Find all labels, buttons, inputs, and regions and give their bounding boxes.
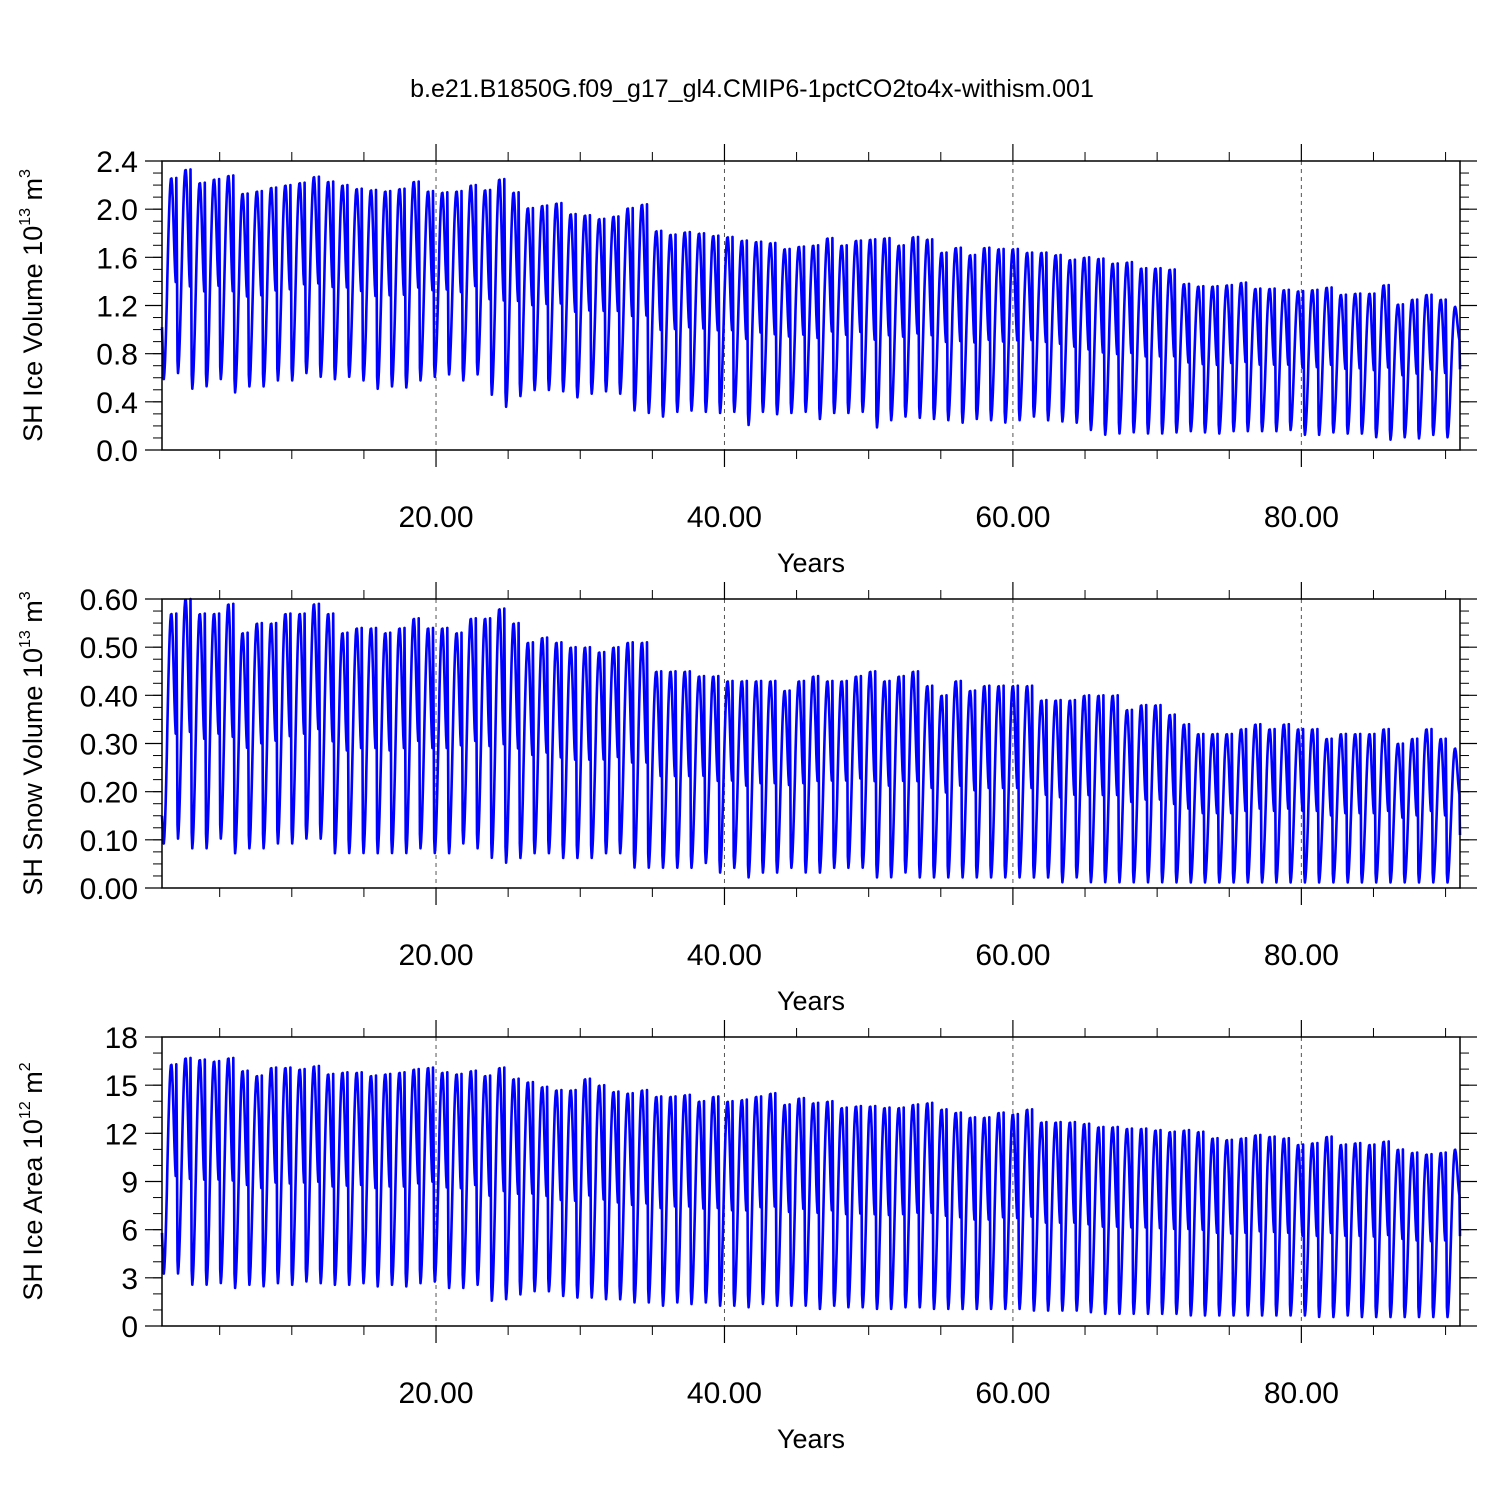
snow-volume-x-tick-label-3: 80.00 (1264, 939, 1339, 972)
ice-volume-y-tick-label-1: 0.4 (96, 387, 138, 420)
snow-volume-y-tick-label-0: 0.00 (80, 873, 138, 906)
ice-area-x-tick-label-0: 20.00 (398, 1377, 473, 1410)
ice-volume-x-tick-label-0: 20.00 (398, 501, 473, 534)
ice-area-y-tick-label-6: 18 (105, 1022, 138, 1055)
ice-volume-series-line (160, 168, 1462, 442)
ice-area-y-tick-label-5: 15 (105, 1070, 138, 1103)
ice-volume-y-tick-label-5: 2.0 (96, 194, 138, 227)
ice-volume-frame (161, 160, 1461, 451)
ice-volume-y-tick-label-0: 0.0 (96, 435, 138, 468)
ice-area-x-tick-label-2: 60.00 (975, 1377, 1050, 1410)
snow-volume-y-tick-label-6: 0.60 (80, 584, 138, 617)
ice-area-series-line (160, 1056, 1462, 1319)
snow-volume-x-label: Years (777, 986, 845, 1016)
ice-volume-x-tick-label-2: 60.00 (975, 501, 1050, 534)
snow-volume-series-line (160, 597, 1462, 884)
ice-area-x-tick-label-1: 40.00 (687, 1377, 762, 1410)
ice-volume-x-tick-label-3: 80.00 (1264, 501, 1339, 534)
ice-area-y-tick-label-3: 9 (121, 1167, 138, 1200)
ice-area-y-tick-label-0: 0 (121, 1311, 138, 1344)
snow-volume-x-tick-label-0: 20.00 (398, 939, 473, 972)
ice-area-panel: 20.00 40.00 60.00 80.00 0 3 6 9 12 15 18 Years SH Ic… (17, 1020, 1477, 1454)
figure-title: b.e21.B1850G.f09_g17_gl4.CMIP6-1pctCO2to… (410, 75, 1094, 103)
snow-volume-y-tick-label-5: 0.50 (80, 632, 138, 665)
ice-volume-y-tick-label-2: 0.8 (96, 339, 138, 372)
snow-volume-x-tick-label-2: 60.00 (975, 939, 1050, 972)
snow-volume-y-tick-label-3: 0.30 (80, 729, 138, 762)
ice-area-x-tick-label-3: 80.00 (1264, 1377, 1339, 1410)
snow-volume-y-label: SH Snow Volume 1013 m3 (17, 591, 48, 895)
ice-area-y-tick-label-4: 12 (105, 1118, 138, 1151)
snow-volume-frame (161, 598, 1461, 889)
ice-area-y-tick-label-2: 6 (121, 1215, 138, 1248)
ice-volume-x-label: Years (777, 548, 845, 578)
ice-volume-x-tick-label-1: 40.00 (687, 501, 762, 534)
snow-volume-x-tick-label-1: 40.00 (687, 939, 762, 972)
ice-area-x-label: Years (777, 1424, 845, 1454)
ice-volume-y-label: SH Ice Volume 1013 m3 (17, 169, 48, 442)
snow-volume-y-tick-label-2: 0.20 (80, 777, 138, 810)
ice-volume-y-tick-label-3: 1.2 (96, 291, 138, 324)
ice-area-frame (161, 1036, 1461, 1327)
ice-volume-panel: 20.00 40.00 60.00 80.00 0.0 0.4 0.8 1.2 1.6 2.0 2.… (17, 144, 1477, 578)
snow-volume-panel: 20.00 40.00 60.00 80.00 0.00 0.10 0.20 0.30 0.40… (17, 582, 1477, 1016)
ice-area-y-tick-label-1: 3 (121, 1263, 138, 1296)
snow-volume-y-tick-label-1: 0.10 (80, 825, 138, 858)
panels: 20.00 40.00 60.00 80.000.00.40.81.21.62.02.… (17, 144, 1477, 1454)
ice-volume-y-tick-label-4: 1.6 (96, 242, 138, 275)
ice-volume-y-tick-label-6: 2.4 (96, 146, 138, 179)
ice-area-y-label: SH Ice Area 1012 m2 (17, 1062, 48, 1300)
snow-volume-y-tick-label-4: 0.40 (80, 680, 138, 713)
